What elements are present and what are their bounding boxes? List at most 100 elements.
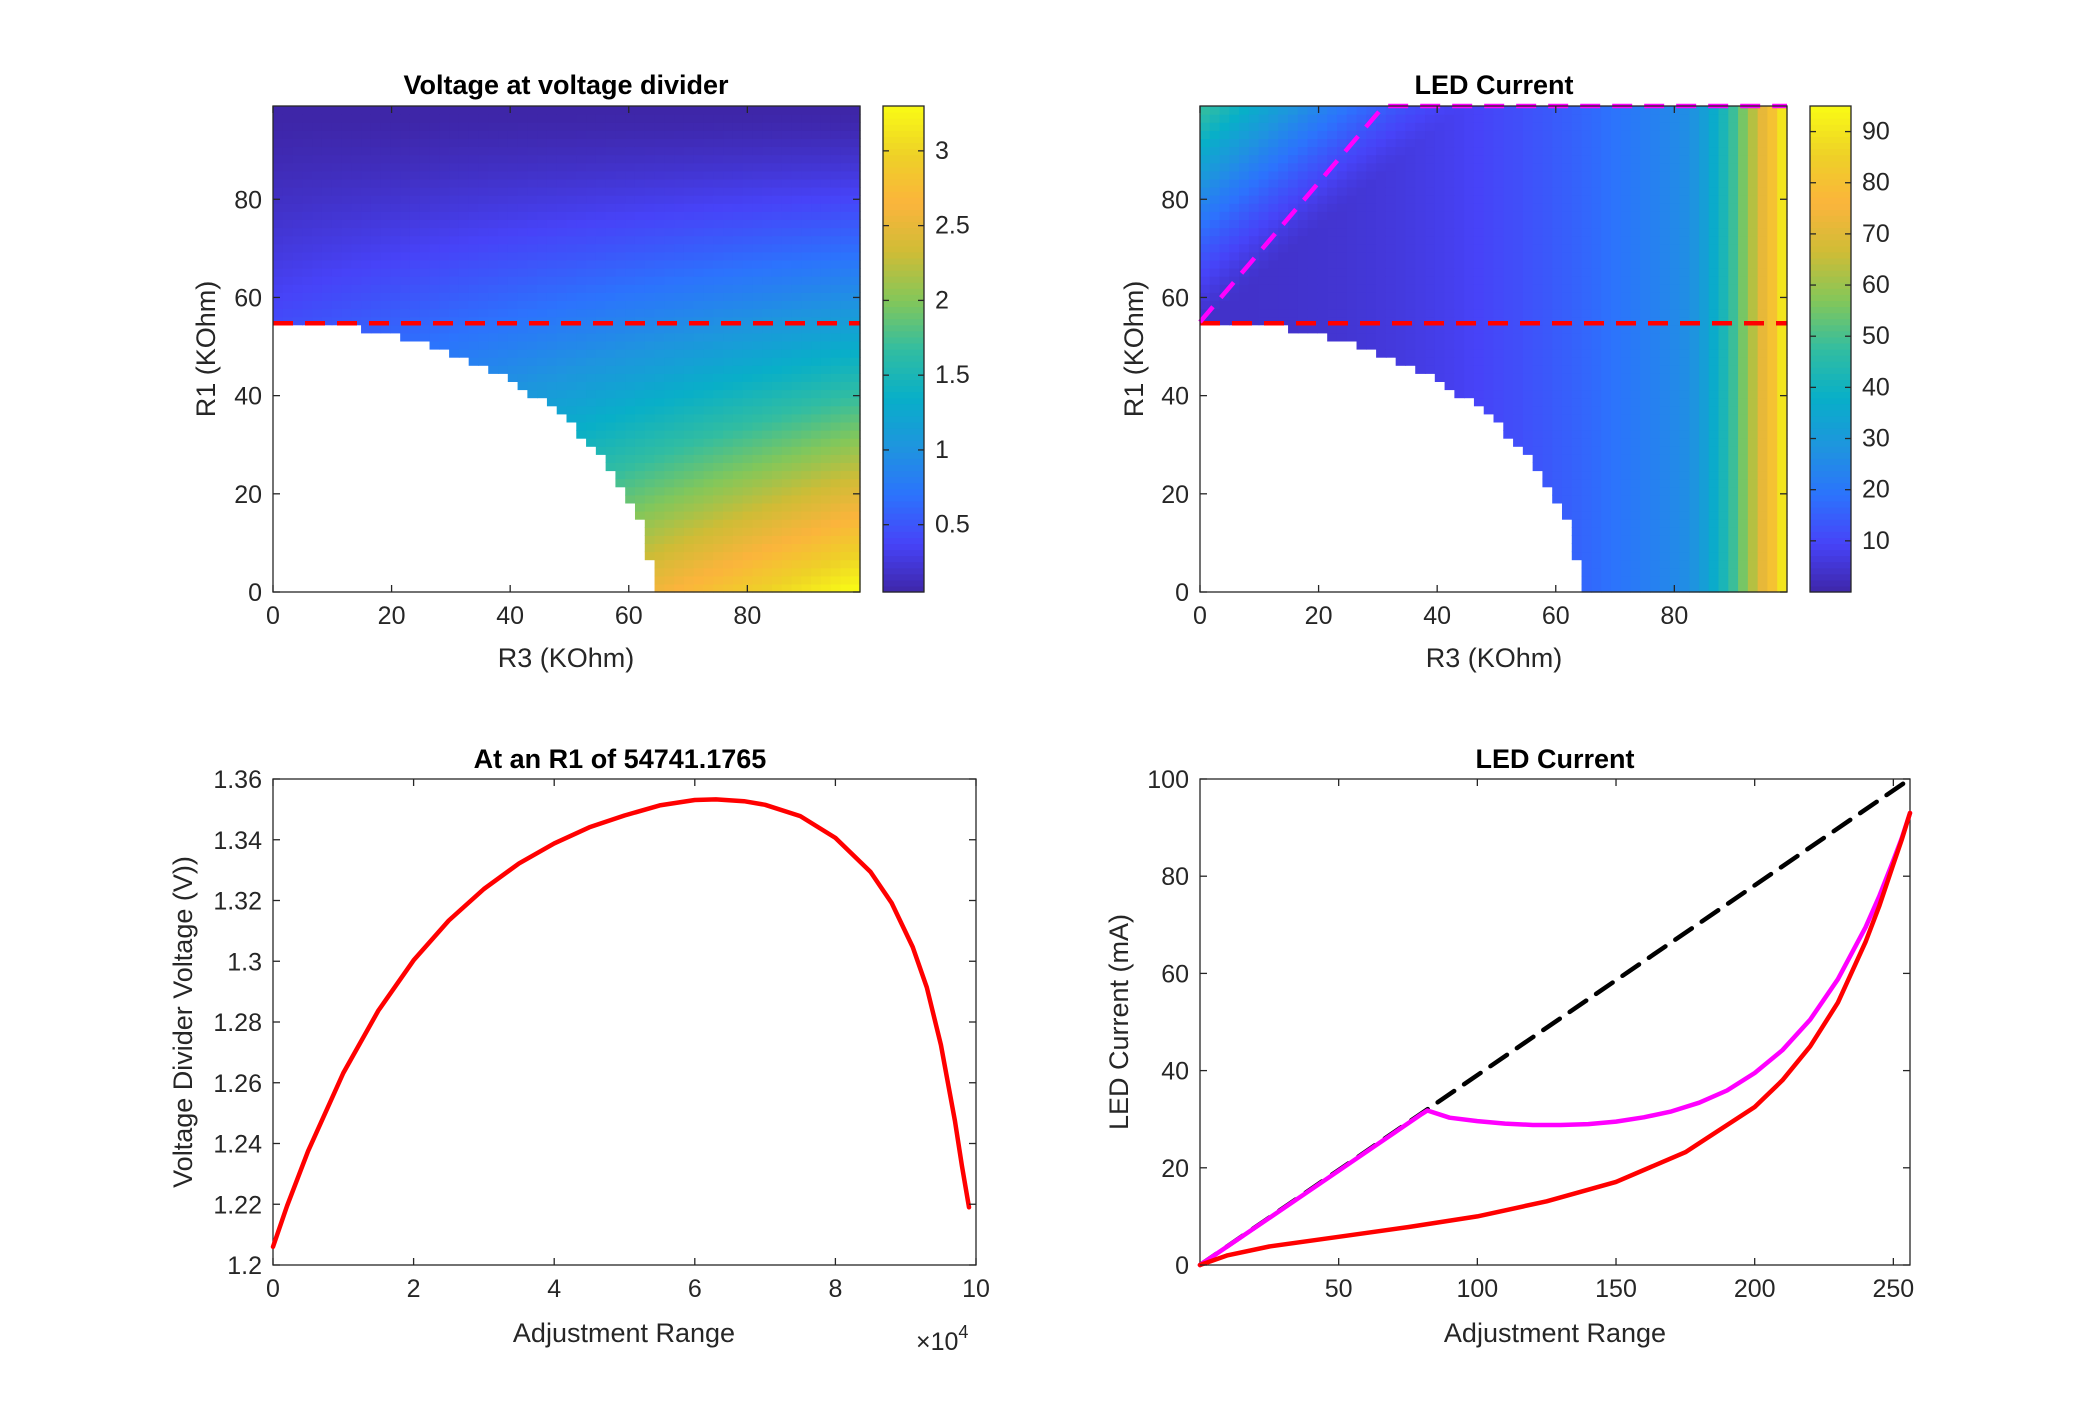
panel2-cell (1317, 308, 1328, 318)
panel1-cell (625, 438, 636, 447)
panel1-colorbar-segment (883, 579, 924, 587)
panel2-cell (1650, 178, 1661, 188)
panel1-cell (840, 284, 851, 293)
panel2-cell (1610, 316, 1622, 326)
panel2-cell (1444, 211, 1455, 220)
panel1-cell (840, 567, 851, 577)
panel1-cell (801, 251, 812, 261)
panel2-cell (1630, 178, 1641, 188)
panel1-cell (556, 170, 568, 180)
panel2-cell (1581, 478, 1592, 488)
panel2-cell (1415, 170, 1426, 180)
panel1-cell (771, 300, 783, 310)
panel1-cell (361, 203, 372, 212)
panel2-cell (1278, 178, 1289, 188)
panel2-cell (1669, 349, 1680, 358)
panel1-cell (850, 349, 861, 358)
panel1-cell (742, 357, 753, 366)
panel1-cell (801, 162, 812, 172)
panel1-cell (507, 170, 519, 180)
panel1-cell (771, 527, 783, 536)
panel1-cell (781, 332, 793, 342)
panel2-cell (1591, 154, 1602, 164)
panel2-cell (1571, 154, 1583, 164)
panel2-cell (1444, 284, 1455, 293)
panel1-cell (811, 567, 822, 577)
panel2-cell (1532, 332, 1544, 342)
panel1-cell (400, 154, 411, 164)
panel2-cell (1248, 251, 1260, 261)
panel1-cell (449, 122, 460, 131)
panel1-cell (762, 478, 773, 488)
panel2-cell (1669, 535, 1680, 544)
panel2-cell (1239, 130, 1250, 139)
panel1-cell (546, 340, 558, 350)
panel1-cell (791, 494, 802, 504)
panel1-cell (292, 284, 303, 293)
panel2-cell (1581, 146, 1592, 156)
panel2-cell (1620, 381, 1632, 391)
panel1-cell (713, 583, 724, 593)
panel2-cell (1503, 211, 1514, 220)
panel1-cell (801, 243, 812, 253)
panel1-cell (820, 154, 832, 164)
panel1-cell (634, 300, 646, 310)
panel2-cell (1630, 154, 1641, 164)
panel2-cell (1581, 567, 1592, 577)
panel1-cell (723, 430, 734, 439)
panel1-cell (732, 316, 744, 326)
panel2-cell (1718, 187, 1729, 196)
panel1-cell (556, 251, 568, 261)
panel2-cell (1297, 146, 1309, 156)
panel2-cell (1689, 519, 1700, 528)
panel1-cell (390, 178, 401, 188)
panel1-cell (361, 284, 372, 293)
panel1-cell (771, 227, 783, 237)
panel1-cell (488, 243, 499, 253)
panel2-cell (1336, 332, 1348, 342)
panel2-cell (1317, 251, 1328, 261)
panel1-colorbar-segment (883, 136, 924, 144)
panel1-cell (693, 486, 705, 496)
panel2-cell (1268, 284, 1279, 293)
panel1-cell (664, 292, 675, 301)
panel2-cell (1483, 146, 1495, 156)
panel2-cell (1444, 187, 1455, 196)
panel2-cell (1522, 332, 1534, 342)
panel1-cell (380, 284, 391, 293)
panel1-cell (811, 470, 822, 480)
panel2-cell (1601, 421, 1612, 431)
panel2-cell (1209, 235, 1221, 245)
panel2-cell (1278, 170, 1289, 180)
panel1-cell (683, 511, 695, 520)
panel2-cell (1718, 170, 1729, 180)
panel2-cell (1278, 227, 1289, 237)
panel2-cell (1346, 187, 1358, 196)
panel2-cell (1307, 114, 1318, 123)
panel1-cell (683, 575, 695, 585)
panel2-cell (1561, 454, 1573, 463)
panel2-cell (1454, 292, 1465, 301)
panel1-colorbar-segment (883, 318, 924, 326)
panel2-cell (1561, 316, 1573, 326)
panel2-cell (1434, 195, 1446, 204)
panel1-cell (811, 462, 822, 472)
panel2-cell (1268, 227, 1279, 237)
panel2-cell (1689, 203, 1700, 212)
panel1-cell (517, 235, 528, 245)
panel2-cell (1552, 138, 1563, 148)
panel2-cell (1591, 543, 1602, 553)
panel1-cell (664, 122, 675, 131)
panel1-cell (771, 567, 783, 577)
panel2-cell (1640, 494, 1651, 504)
panel1-cell (625, 430, 636, 439)
panel1-cell (566, 308, 577, 318)
panel2-cell (1718, 438, 1729, 447)
panel1-cell (576, 397, 587, 407)
panel1-cell (693, 365, 705, 374)
panel1-cell (771, 413, 783, 423)
panel2-cell (1620, 405, 1632, 415)
panel1-cell (811, 405, 822, 415)
panel1-cell (742, 462, 753, 472)
panel1-cell (546, 324, 558, 334)
